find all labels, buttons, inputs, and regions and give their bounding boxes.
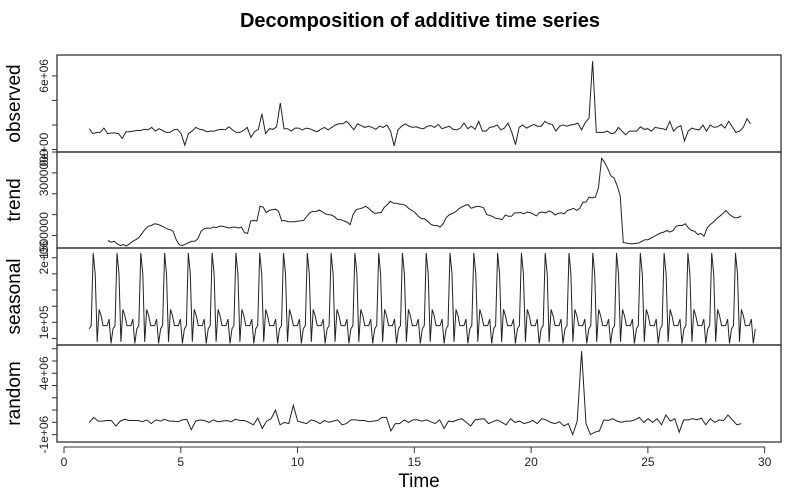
x-tick-label: 10: [291, 455, 305, 469]
panel-frame: [56, 344, 782, 443]
y-axis-label-seasonal: seasonal: [4, 258, 25, 334]
x-tick-label: 15: [408, 455, 422, 469]
y-tick-label: 2e+06: [37, 241, 51, 275]
series-line-seasonal: [88, 252, 756, 344]
y-tick-label: -1e+06: [37, 415, 51, 453]
panel-random: -1e+06 4e+06 random: [4, 344, 782, 453]
x-tick-label: 5: [177, 455, 184, 469]
panel-frame: [56, 54, 782, 153]
x-tick-label: 20: [524, 455, 538, 469]
y-tick-label: 4e+06: [37, 356, 51, 390]
x-tick-label: 30: [758, 455, 772, 469]
chart-title: Decomposition of additive time series: [240, 10, 600, 32]
panel-observed: 0e+00 6e+06 observed: [4, 54, 782, 166]
x-axis-label: Time: [398, 471, 440, 490]
y-axis-label-trend: trend: [4, 178, 25, 221]
x-axis: 0 5 10 15 20 25 30: [61, 446, 772, 469]
y-tick-label: 1500000: [37, 212, 51, 259]
panel-trend: 1500000 3000000 trend: [4, 149, 782, 259]
y-tick-label: 1e+05: [37, 305, 51, 339]
y-tick-label: 3000000: [37, 149, 51, 196]
panel-seasonal: 1e+05 2e+06 seasonal: [4, 241, 782, 346]
series-line-observed: [88, 61, 752, 147]
x-tick-label: 25: [641, 455, 655, 469]
y-tick-label: 6e+06: [37, 59, 51, 93]
y-axis-label-observed: observed: [4, 64, 25, 142]
y-tick-label: 0e+00: [37, 132, 51, 166]
panel-frame: [56, 151, 782, 249]
panels-group: 0e+00 6e+06 observed 1500000 3000000 trend 1e+…: [4, 54, 782, 453]
series-line-random: [88, 351, 742, 437]
x-tick-label: 0: [61, 455, 68, 469]
series-line-trend: [107, 156, 742, 247]
y-axis-label-random: random: [4, 361, 25, 425]
